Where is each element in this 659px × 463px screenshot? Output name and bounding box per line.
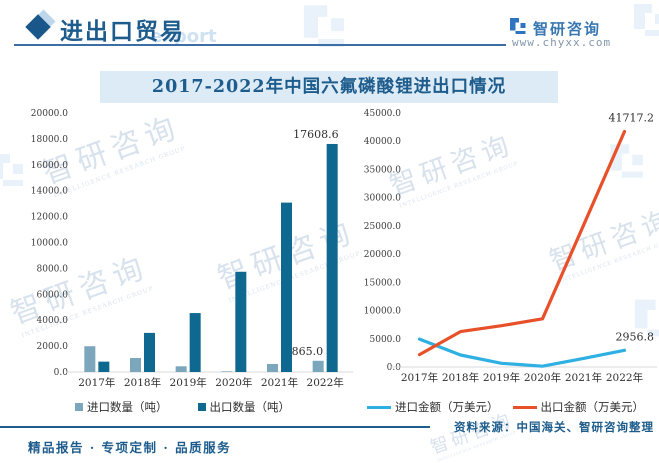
bar [130, 358, 141, 372]
import-export-quantity-bar-chart: 0.0 2000.0 4000.0 6000.0 8000.0 10000.0 12000.… [31, 109, 353, 389]
legend-label: 进口数量（吨） [87, 400, 168, 414]
watermark-logo-glyph [296, 0, 348, 56]
x-tick-label: 2020年 [215, 376, 252, 389]
y-tick-label: 5000.0 [370, 335, 402, 345]
legend-item: 出口金额（万美元） [512, 399, 645, 415]
chart-title: 2017-2022年中国六氟磷酸锂进出口情况 [151, 77, 507, 97]
line-chart-legend: 进口金额（万美元） 出口金额（万美元） [352, 399, 659, 415]
brand-name: 智研咨询 [533, 19, 602, 38]
y-tick-label: 10000.0 [31, 239, 68, 249]
y-tick-label: 8000.0 [37, 264, 69, 274]
header-divider [14, 44, 506, 46]
data-label: 865.0 [292, 345, 324, 358]
y-tick-label: 18000.0 [31, 135, 68, 145]
legend-square-swatch [197, 403, 206, 411]
y-tick-label: 45000.0 [364, 109, 401, 119]
section-diamond-icon [25, 9, 56, 43]
data-label: 17608.6 [293, 128, 339, 141]
bar [221, 371, 233, 372]
y-tick-label: 2000.0 [37, 342, 69, 352]
legend-item: 进口金额（万美元） [367, 399, 499, 415]
x-tick-label: 2020年 [524, 371, 561, 384]
line-series [417, 129, 627, 357]
y-tick-label: 25000.0 [364, 222, 401, 232]
bar-chart-legend: 进口数量（吨） 出口数量（吨） [10, 399, 355, 415]
line-series [417, 337, 627, 368]
y-tick-label: 12000.0 [31, 213, 68, 223]
source-divider [0, 426, 430, 428]
watermark-logo-glyph [628, 0, 659, 44]
legend-square-swatch [75, 403, 83, 411]
import-export-amount-line-chart: 0.0 5000.0 10000.0 15000.0 20000.0 25000.0 300… [364, 109, 657, 384]
bar [98, 361, 110, 372]
brand-url: www.chyxx.com [512, 36, 612, 49]
y-tick-label: 35000.0 [364, 165, 401, 175]
data-label: 2956.8 [616, 330, 655, 343]
bar [281, 202, 292, 372]
bar [326, 143, 338, 372]
x-tick-label: 2021年 [565, 371, 602, 384]
x-tick-label: 2022年 [307, 376, 344, 389]
legend-item: 出口数量（吨） [197, 399, 291, 415]
legend-label: 进口金额（万美元） [395, 400, 499, 414]
legend-line-swatch [512, 405, 537, 409]
y-tick-label: 40000.0 [364, 137, 401, 147]
y-tick-label: 30000.0 [364, 194, 401, 204]
y-tick-label: 10000.0 [364, 307, 401, 317]
x-tick-label: 2018年 [442, 371, 479, 384]
x-tick-label: 2017年 [78, 376, 115, 389]
bar [312, 360, 324, 372]
section-title: 进出口贸易 [60, 18, 185, 45]
legend-label: 出口数量（吨） [209, 400, 291, 414]
data-label: 41717.2 [609, 112, 655, 125]
zhiyan-glyph-icon [634, 4, 659, 36]
brand-logo: 智研咨询 [507, 16, 601, 40]
legend-line-swatch [367, 405, 391, 409]
y-tick-label: 20000.0 [364, 250, 401, 260]
y-tick-label: 15000.0 [364, 278, 401, 288]
legend-label: 出口金额（万美元） [540, 400, 645, 414]
x-tick-label: 2019年 [483, 371, 520, 384]
x-tick-label: 2018年 [124, 376, 161, 389]
y-tick-label: 20000.0 [31, 109, 68, 119]
y-tick-label: 16000.0 [31, 161, 68, 171]
x-tick-label: 2021年 [261, 376, 298, 389]
bar [84, 346, 96, 372]
y-tick-label: 14000.0 [31, 187, 68, 197]
x-tick-label: 2022年 [606, 371, 643, 384]
x-tick-label: 2019年 [170, 376, 207, 389]
zhiyan-logo-icon [507, 16, 527, 40]
bar [189, 313, 201, 372]
y-tick-label: 0.0 [387, 363, 402, 373]
y-tick-label: 0.0 [54, 368, 69, 378]
legend-item: 进口数量（吨） [75, 399, 168, 415]
y-tick-label: 4000.0 [37, 316, 69, 326]
y-tick-label: 6000.0 [37, 290, 69, 300]
zhiyan-glyph-icon [510, 18, 526, 34]
bar [267, 363, 278, 372]
source-note: 资料来源：中国海关、智研咨询整理 [454, 420, 654, 434]
chart-title-band: 2017-2022年中国六氟磷酸锂进出口情况 [100, 71, 558, 103]
bar [144, 332, 155, 372]
footer-tagline: 精品报告 · 专项定制 · 品质服务 [28, 440, 232, 455]
x-tick-label: 2017年 [401, 371, 438, 384]
bar [175, 366, 187, 372]
header-watermark-word: export [150, 26, 217, 47]
bar [235, 271, 247, 372]
